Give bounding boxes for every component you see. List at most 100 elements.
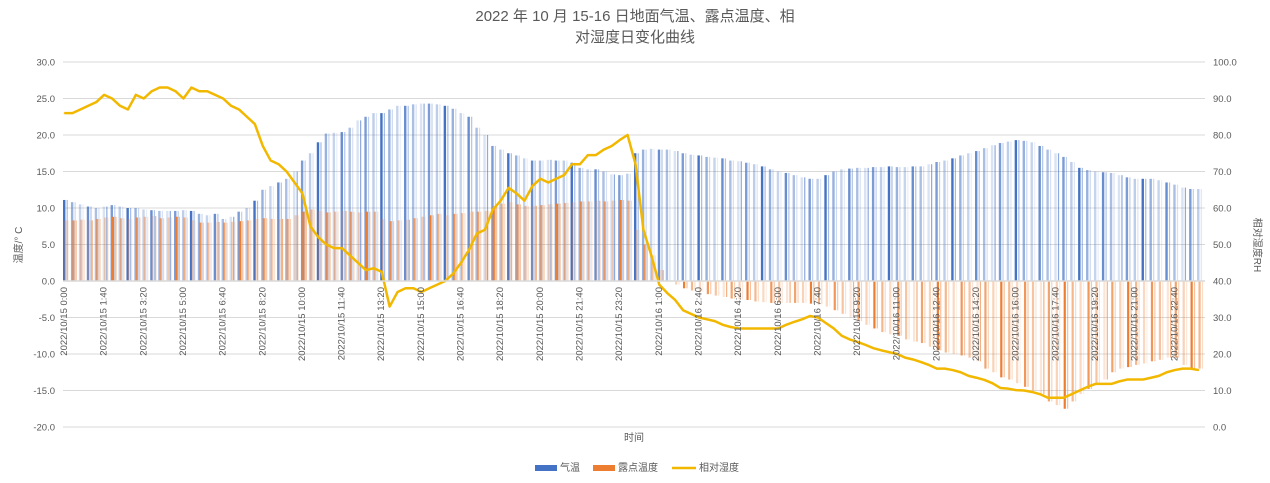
bar-dew-point — [873, 281, 876, 329]
rh-point — [1142, 378, 1144, 381]
bar-dew-point — [1008, 281, 1011, 380]
bar-air-temp — [280, 182, 282, 281]
bar-dew-point — [825, 281, 828, 307]
bar-dew-point — [341, 210, 345, 281]
bar-air-temp — [1089, 170, 1091, 281]
bar-dew-point — [151, 216, 154, 281]
bar-dew-point — [607, 201, 609, 281]
bar-air-temp — [300, 160, 304, 281]
bar-air-temp — [946, 160, 949, 281]
bar-dew-point — [321, 210, 323, 281]
bar-dew-point — [369, 211, 371, 281]
bar-air-temp — [665, 149, 669, 281]
bar-dew-point — [1130, 281, 1132, 368]
bar-air-temp — [835, 171, 838, 281]
bar-air-temp — [245, 208, 248, 281]
bar-dew-point — [96, 218, 99, 281]
bar-dew-point — [730, 281, 733, 299]
rh-point — [682, 309, 684, 312]
bar-dew-point — [1106, 281, 1108, 380]
bar-dew-point — [794, 281, 797, 303]
y-tick-label: 0.0 — [42, 277, 55, 288]
bar-air-temp — [1157, 180, 1160, 281]
rh-point — [547, 181, 550, 184]
bar-air-temp — [645, 149, 647, 281]
bar-air-temp — [510, 153, 512, 281]
bar-dew-point — [266, 218, 268, 281]
bar-dew-point — [1090, 281, 1093, 390]
bar-dew-point — [651, 255, 654, 281]
bar-air-temp — [752, 164, 756, 281]
bar-air-temp — [879, 167, 883, 281]
bar-air-temp — [348, 127, 351, 281]
bar-dew-point — [905, 281, 908, 340]
bar-air-temp — [415, 104, 417, 281]
bar-dew-point — [789, 281, 791, 303]
bar-dew-point — [726, 281, 728, 298]
bar-air-temp — [522, 158, 526, 281]
bar-air-temp — [613, 174, 616, 281]
rh-point — [959, 371, 962, 374]
rh-point — [983, 379, 986, 381]
bar-dew-point — [579, 201, 583, 281]
rh-point — [198, 90, 201, 92]
bar-air-temp — [221, 218, 225, 281]
bar-air-temp — [994, 145, 996, 281]
bar-air-temp — [867, 167, 869, 281]
bar-dew-point — [313, 209, 315, 281]
rh-point — [817, 316, 819, 319]
rh-point — [127, 108, 129, 111]
bar-dew-point — [615, 200, 617, 281]
bar-air-temp — [824, 175, 827, 281]
bar-air-temp — [320, 142, 322, 281]
y-tick-label: -20.0 — [33, 423, 55, 434]
bar-air-temp — [887, 166, 891, 281]
bar-dew-point — [627, 200, 630, 281]
bar-air-temp — [641, 149, 645, 281]
bar-dew-point — [770, 281, 773, 303]
bar-dew-point — [675, 281, 678, 285]
rh-point — [832, 327, 835, 330]
rh-point — [515, 192, 518, 195]
bar-air-temp — [1049, 149, 1052, 281]
bar-dew-point — [361, 212, 363, 281]
bar-dew-point — [599, 200, 601, 281]
bar-dew-point — [1201, 281, 1204, 369]
bar-dew-point — [765, 281, 767, 303]
bar-dew-point — [992, 281, 995, 373]
x-tick-label: 2022/10/15 18:20 — [495, 287, 506, 361]
rh-point — [341, 247, 343, 249]
rh-point — [936, 367, 938, 370]
bar-dew-point — [67, 220, 69, 281]
y2-tick-label: 100.0 — [1213, 58, 1237, 69]
bar-dew-point — [516, 204, 519, 281]
bar-air-temp — [800, 177, 803, 281]
bar-dew-point — [1023, 281, 1027, 387]
bar-air-temp — [780, 171, 782, 281]
rh-point — [404, 287, 407, 290]
bar-air-temp — [316, 142, 320, 281]
bar-dew-point — [1103, 281, 1106, 380]
x-tick-label: 2022/10/15 8:20 — [257, 287, 268, 356]
bar-air-temp — [748, 162, 750, 281]
bar-dew-point — [159, 218, 162, 281]
bar-dew-point — [591, 201, 593, 281]
bar-dew-point — [757, 281, 759, 302]
rh-point — [571, 163, 573, 165]
bar-air-temp — [344, 132, 346, 281]
bar-dew-point — [480, 211, 482, 281]
bar-air-temp — [697, 155, 700, 281]
rh-point — [246, 115, 248, 118]
rh-point — [484, 229, 486, 231]
bar-air-temp — [724, 158, 727, 281]
bar-air-temp — [705, 156, 708, 281]
bar-air-temp — [808, 178, 811, 281]
rh-point — [1181, 367, 1184, 370]
bar-dew-point — [432, 215, 434, 281]
bar-dew-point — [1098, 281, 1100, 384]
bar-dew-point — [75, 220, 77, 281]
rh-point — [928, 364, 930, 366]
rh-point — [396, 291, 399, 293]
bar-air-temp — [130, 208, 132, 281]
rh-point — [642, 229, 645, 231]
